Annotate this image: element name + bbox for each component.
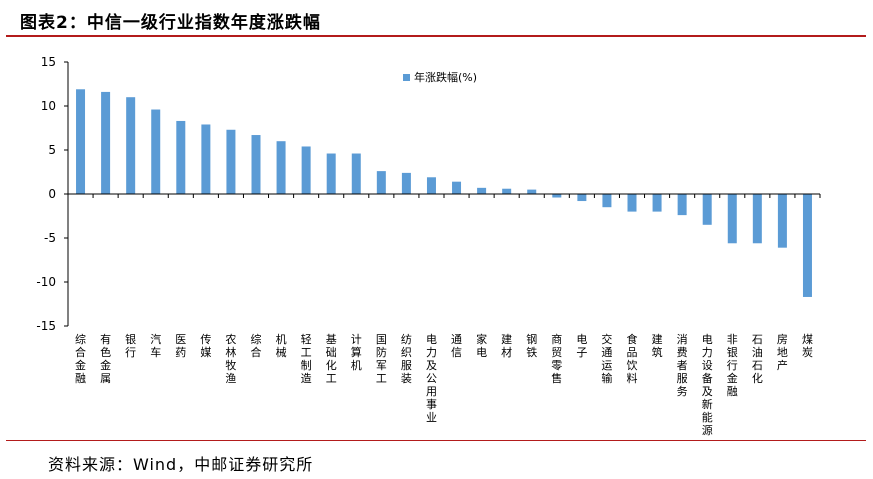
bar-7 — [251, 135, 261, 194]
bar-8 — [276, 141, 286, 194]
bar-20 — [577, 194, 587, 202]
bar-26 — [727, 194, 737, 244]
chart-title: 图表2：中信一级行业指数年度涨跌幅 — [20, 13, 321, 33]
category-label-11: 计算机 — [351, 333, 362, 372]
bar-6 — [226, 129, 236, 194]
footer-rule — [6, 440, 866, 441]
y-tick-label: -15 — [36, 319, 56, 333]
y-tick-label: 5 — [48, 143, 56, 157]
bar-4 — [176, 120, 186, 194]
category-label-16: 家电 — [476, 332, 487, 359]
bar-19 — [552, 194, 562, 198]
legend-label: 年涨跌幅(%) — [414, 70, 477, 84]
category-label-18: 钢铁 — [526, 333, 537, 359]
category-label-5: 传媒 — [200, 333, 211, 359]
bar-23 — [652, 194, 662, 212]
category-label-12: 国防军工 — [376, 333, 387, 385]
source-note: 资料来源：Wind，中邮证券研究所 — [48, 455, 314, 474]
category-label-2: 银行 — [125, 332, 136, 359]
bar-2 — [126, 97, 136, 194]
category-label-22: 食品饮料 — [627, 332, 638, 385]
y-tick-label: -10 — [36, 275, 56, 289]
category-label-14: 电力及公用事业 — [426, 333, 437, 424]
y-tick-label: -5 — [44, 231, 56, 245]
category-label-7: 综合 — [251, 332, 262, 359]
category-label-13: 纺织服装 — [401, 332, 412, 385]
category-label-29: 煤炭 — [802, 333, 813, 359]
category-label-8: 机械 — [276, 332, 287, 359]
bar-14 — [426, 177, 436, 194]
bar-10 — [326, 153, 336, 194]
category-label-25: 电力设备及新能源 — [702, 333, 713, 437]
legend-swatch — [403, 74, 410, 81]
bar-3 — [151, 109, 161, 194]
bar-21 — [602, 194, 612, 208]
bar-5 — [201, 124, 211, 194]
bar-18 — [527, 189, 537, 194]
category-label-19: 商贸零售 — [551, 332, 562, 385]
legend: 年涨跌幅(%) — [403, 70, 477, 84]
category-label-26: 非银行金融 — [727, 333, 738, 398]
category-label-17: 建材 — [501, 332, 512, 359]
bar-12 — [376, 171, 386, 194]
category-label-23: 建筑 — [652, 332, 663, 359]
category-label-28: 房地产 — [777, 333, 788, 372]
category-label-27: 石油石化 — [752, 333, 763, 385]
bar-22 — [627, 194, 637, 212]
bar-1 — [101, 91, 111, 194]
category-label-6: 农林牧渔 — [225, 332, 236, 385]
category-label-0: 综合金融 — [75, 332, 86, 385]
bar-15 — [452, 181, 462, 194]
bars — [76, 89, 812, 297]
bar-13 — [401, 172, 411, 194]
category-label-15: 通信 — [451, 333, 462, 359]
y-tick-label: 10 — [41, 99, 56, 113]
category-label-10: 基础化工 — [326, 333, 337, 385]
bar-9 — [301, 146, 311, 194]
category-label-20: 电子 — [576, 333, 587, 359]
x-axis — [67, 193, 821, 198]
category-label-1: 有色金属 — [100, 332, 111, 385]
y-axis: 15 10 5 0 -5 -10 -15 — [36, 55, 69, 333]
bar-27 — [752, 194, 762, 244]
category-label-9: 轻工制造 — [301, 332, 312, 385]
bar-16 — [477, 187, 487, 194]
bar-11 — [351, 153, 361, 194]
category-label-21: 交通运输 — [601, 332, 612, 385]
bar-25 — [702, 194, 712, 225]
category-label-24: 消费者服务 — [677, 332, 688, 398]
bar-0 — [76, 89, 86, 194]
bar-28 — [777, 194, 787, 248]
category-label-4: 医药 — [175, 333, 186, 359]
title-rule — [6, 35, 866, 37]
y-tick-label: 15 — [41, 55, 56, 69]
bar-24 — [677, 194, 687, 216]
bar-17 — [502, 188, 512, 194]
category-label-3: 汽车 — [150, 332, 161, 359]
bar-29 — [802, 194, 812, 297]
y-tick-label: 0 — [48, 187, 56, 201]
